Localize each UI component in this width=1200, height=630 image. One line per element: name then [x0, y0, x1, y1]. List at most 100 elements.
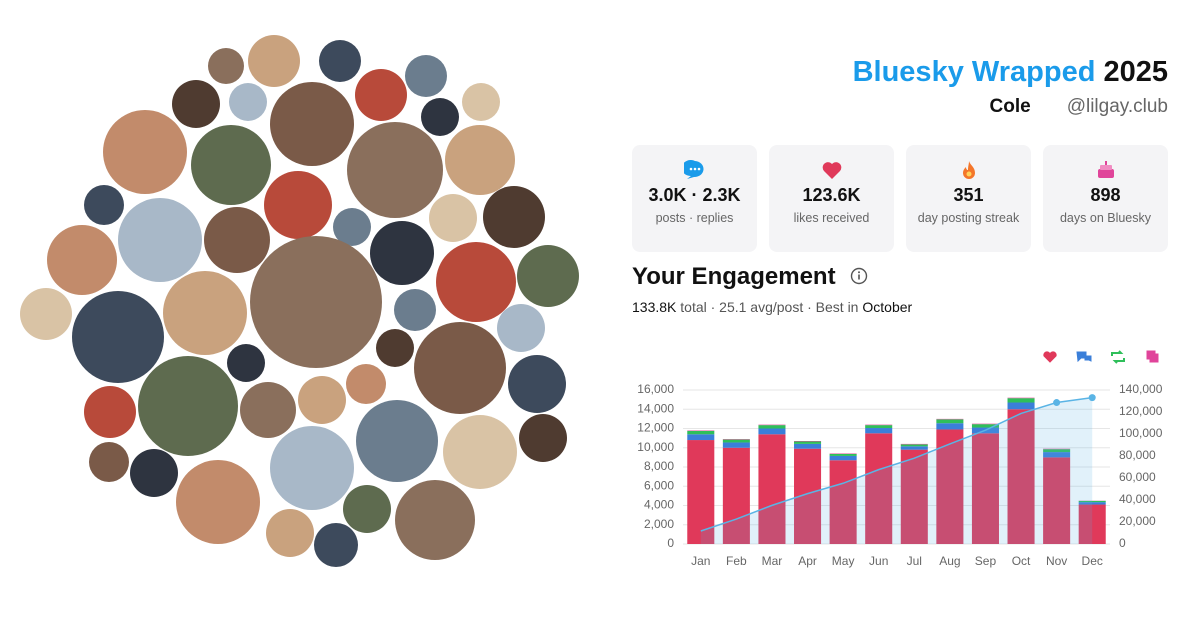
bar-segment — [794, 441, 822, 444]
bar-segment — [971, 424, 999, 428]
avatar — [227, 344, 265, 382]
avatar — [248, 35, 300, 87]
x-tick-label: Mar — [762, 554, 783, 568]
bar-segment — [865, 433, 893, 544]
legend-icon — [1076, 351, 1092, 363]
handle: @lilgay.club — [1066, 96, 1168, 117]
stat-card: 351 day posting streak — [906, 145, 1031, 252]
bar-segment — [722, 442, 750, 448]
bar-segment — [1043, 449, 1071, 453]
bar-segment — [687, 430, 715, 435]
best-month: October — [862, 299, 913, 315]
stat-card: 123.6K likes received — [769, 145, 894, 252]
chart: 0 2,000 4,000 6,000 8,000 10,000 12,000 14,000 1… — [637, 350, 1163, 568]
summary-text: total · 25.1 avg/post · Best in — [680, 299, 859, 315]
avatar — [47, 225, 117, 295]
y2-tick-label: 60,000 — [1119, 470, 1156, 484]
legend-item[interactable] — [1043, 351, 1057, 363]
bar-segment — [758, 434, 786, 544]
avatar — [421, 98, 459, 136]
x-tick-label: Jan — [691, 554, 710, 568]
bar-segment — [1078, 504, 1106, 544]
avatar — [519, 414, 567, 462]
avatar — [20, 288, 72, 340]
icon — [822, 162, 841, 179]
bar-segment — [971, 433, 999, 544]
avatar — [208, 48, 244, 84]
stat-value: 3.0K · 2.3K — [648, 185, 741, 205]
stat-label: days on Bluesky — [1059, 211, 1152, 225]
y-tick-label: 0 — [667, 536, 674, 550]
x-tick-label: May — [832, 554, 855, 568]
icon — [1097, 161, 1114, 178]
avatar — [443, 415, 517, 489]
stat-card: 898 days on Bluesky — [1043, 145, 1168, 252]
avatar — [319, 40, 361, 82]
x-tick-label: Jun — [869, 554, 888, 568]
avatar — [370, 221, 434, 285]
avatar — [343, 485, 391, 533]
line-point — [1088, 394, 1096, 402]
stat-label: posts · replies — [655, 211, 734, 225]
legend-item[interactable] — [1146, 350, 1159, 363]
avatar — [517, 245, 579, 307]
avatar — [395, 480, 475, 560]
info-icon[interactable] — [850, 267, 868, 285]
y-tick-label: 10,000 — [637, 440, 674, 454]
avatar — [347, 122, 443, 218]
avatar — [240, 382, 296, 438]
stat-card: 3.0K · 2.3K posts · replies — [632, 145, 757, 252]
avatar — [445, 125, 515, 195]
avatar — [462, 83, 500, 121]
bar-segment — [900, 444, 928, 447]
avatar — [84, 386, 136, 438]
stat-label: likes received — [793, 211, 870, 225]
avatar — [355, 69, 407, 121]
bar-segment — [829, 460, 857, 544]
avatar — [298, 376, 346, 424]
y2-tick-label: 120,000 — [1119, 404, 1163, 418]
avatar — [376, 329, 414, 367]
avatar — [429, 194, 477, 242]
legend-icon — [1146, 350, 1159, 363]
x-tick-label: Dec — [1082, 554, 1103, 568]
icon — [962, 161, 975, 179]
avatar — [346, 364, 386, 404]
stat-value: 123.6K — [802, 185, 861, 205]
avatar — [414, 322, 506, 414]
year: 2025 — [1103, 56, 1168, 88]
bar-segment — [1007, 398, 1035, 403]
avatar — [191, 125, 271, 205]
user: Cole @lilgay.club — [990, 96, 1169, 118]
avatar — [270, 426, 354, 510]
y2-tick-label: 80,000 — [1119, 448, 1156, 462]
bar-segment — [829, 455, 857, 461]
avatar — [508, 355, 566, 413]
avatar — [270, 82, 354, 166]
legend-item[interactable] — [1111, 350, 1125, 364]
x-tick-label: Jul — [907, 554, 922, 568]
y2-tick-label: 20,000 — [1119, 514, 1156, 528]
bar-segment — [1078, 502, 1106, 505]
bar-segment — [1043, 457, 1071, 544]
avatar-cloud — [20, 35, 579, 567]
bar-segment — [1007, 402, 1035, 410]
y2-tick-label: 40,000 — [1119, 492, 1156, 506]
avatar — [72, 291, 164, 383]
y-tick-label: 6,000 — [644, 478, 674, 492]
avatar — [333, 208, 371, 246]
avatar — [483, 186, 545, 248]
bar-segment — [687, 434, 715, 441]
avatar — [405, 55, 447, 97]
heading-text: Your Engagement — [632, 263, 836, 290]
total: 133.8K — [632, 299, 677, 315]
bar-segment — [794, 443, 822, 449]
title: Bluesky Wrapped 2025 — [853, 56, 1168, 89]
avatar — [250, 236, 382, 368]
avatar — [436, 242, 516, 322]
avatar — [103, 110, 187, 194]
legend-icon — [1111, 350, 1125, 364]
y-tick-label: 8,000 — [644, 459, 674, 473]
y-tick-label: 4,000 — [644, 498, 674, 512]
legend-item[interactable] — [1076, 351, 1092, 363]
